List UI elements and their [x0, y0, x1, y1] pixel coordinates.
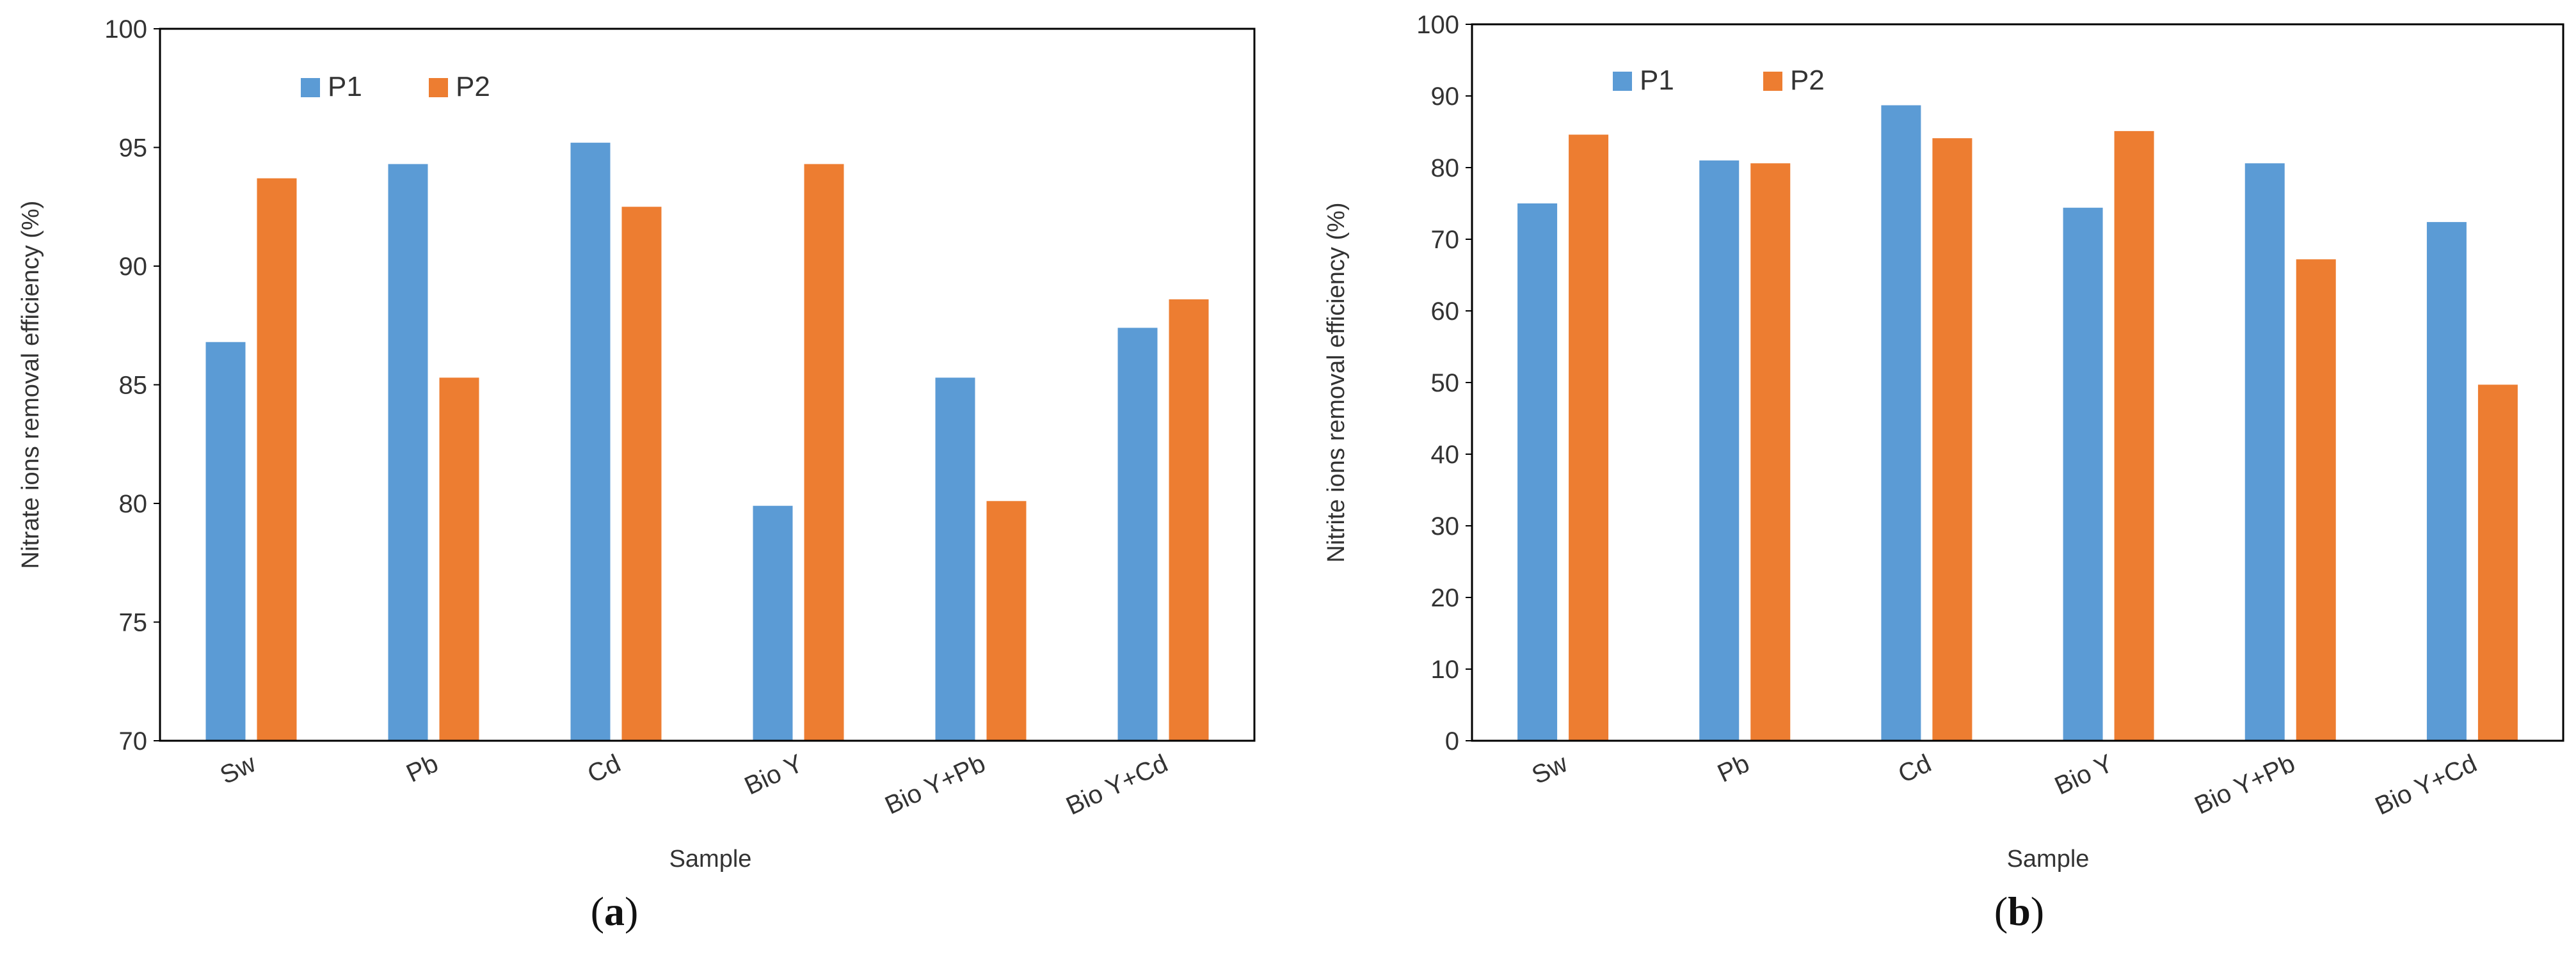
bar-p2-bio-y-cd [2477, 384, 2518, 741]
bar-p1-cd [570, 143, 611, 741]
x-category-label: Bio Y+Pb [2190, 749, 2299, 820]
y-tick-label: 100 [1416, 11, 1459, 39]
x-category-label: Cd [583, 749, 625, 788]
legend-swatch-p1 [301, 78, 320, 97]
bar-p1-sw [1517, 203, 1558, 741]
legend-label-p2: P2 [456, 71, 490, 102]
bar-p1-bio-y-cd [2426, 222, 2467, 741]
x-category-label: Bio Y [2051, 749, 2118, 800]
y-tick-label: 60 [1431, 297, 1460, 326]
bar-p2-cd [621, 207, 662, 741]
bar-p1-bio-y-cd [1117, 328, 1158, 741]
y-tick-label: 80 [1431, 154, 1460, 182]
bar-p1-pb [388, 164, 428, 741]
y-tick-label: 100 [104, 15, 147, 43]
nitrate-chart: Nitrate ions removal efficiency (%) 70 75 8… [17, 15, 1256, 873]
y-axis-title: Nitrate ions removal efficiency (%) [17, 201, 44, 569]
y-axis-title: Nitrite ions removal efficiency (%) [1323, 202, 1350, 562]
x-category-label: Bio Y+Cd [1062, 749, 1172, 820]
bar-p1-bio-y-pb [2244, 163, 2285, 741]
x-category-label: Bio Y [740, 749, 808, 800]
bar-p1-pb [1699, 160, 1740, 741]
legend-swatch-p2 [1763, 72, 1782, 91]
legend-label-p2: P2 [1790, 65, 1825, 96]
y-tick-label: 20 [1431, 584, 1460, 612]
panel-label-b: (b) [1994, 889, 2045, 934]
bar-p2-bio-y-pb [2296, 259, 2336, 741]
bar-p2-bio-y-pb [986, 501, 1027, 741]
bar-p2-pb [1750, 163, 1791, 741]
x-axis-title: Sample [669, 846, 752, 873]
bar-p2-bio-y [2114, 130, 2154, 741]
bar-p1-sw [205, 342, 246, 741]
y-tick-label: 30 [1431, 512, 1460, 541]
bar-p2-sw [257, 178, 297, 741]
nitrite-chart: Nitrite ions removal efficiency (%) 0 10 20… [1323, 11, 2564, 873]
y-tick-label: 40 [1431, 441, 1460, 469]
x-category-label: Cd [1894, 749, 1935, 788]
bar-p2-bio-y-cd [1169, 299, 1209, 741]
y-tick-label: 0 [1445, 727, 1459, 755]
y-tick-label: 70 [119, 727, 148, 755]
chart-panel-a: Nitrate ions removal efficiency (%) 70 75 8… [0, 0, 1280, 964]
panel-label-a: (a) [590, 889, 639, 934]
y-tick-label: 75 [119, 609, 148, 637]
y-tick-label: 90 [1431, 83, 1460, 111]
y-tick-label: 50 [1431, 369, 1460, 397]
y-tick-label: 90 [119, 253, 148, 281]
bar-p2-sw [1569, 134, 1609, 741]
x-category-label: Sw [216, 749, 260, 789]
bar-p1-bio-y-pb [935, 377, 975, 741]
legend-label-p1: P1 [328, 71, 362, 102]
legend-label-p1: P1 [1640, 65, 1674, 96]
x-category-label: Sw [1528, 749, 1572, 789]
y-tick-label: 85 [119, 372, 148, 400]
bar-p2-cd [1932, 138, 1972, 741]
x-category-label: Bio Y+Cd [2371, 749, 2481, 820]
bar-p1-bio-y [2063, 207, 2103, 741]
bar-p2-bio-y [804, 164, 844, 741]
x-category-label: Pb [1713, 749, 1754, 788]
x-category-label: Pb [402, 749, 442, 788]
y-tick-label: 80 [119, 490, 148, 518]
x-category-label: Bio Y+Pb [881, 749, 989, 820]
bar-p2-pb [439, 377, 479, 741]
y-tick-label: 10 [1431, 656, 1460, 684]
bar-p1-bio-y [753, 505, 793, 741]
legend-swatch-p2 [429, 78, 448, 97]
y-tick-label: 70 [1431, 226, 1460, 254]
bar-p1-cd [1881, 105, 1921, 741]
chart-panel-b: Nitrite ions removal efficiency (%) 0 10 20… [1299, 0, 2576, 964]
plot-frame [159, 28, 1256, 742]
y-tick-label: 95 [119, 134, 148, 162]
x-axis-title: Sample [2007, 846, 2090, 873]
plot-frame [1471, 23, 2564, 742]
legend-swatch-p1 [1613, 72, 1632, 91]
